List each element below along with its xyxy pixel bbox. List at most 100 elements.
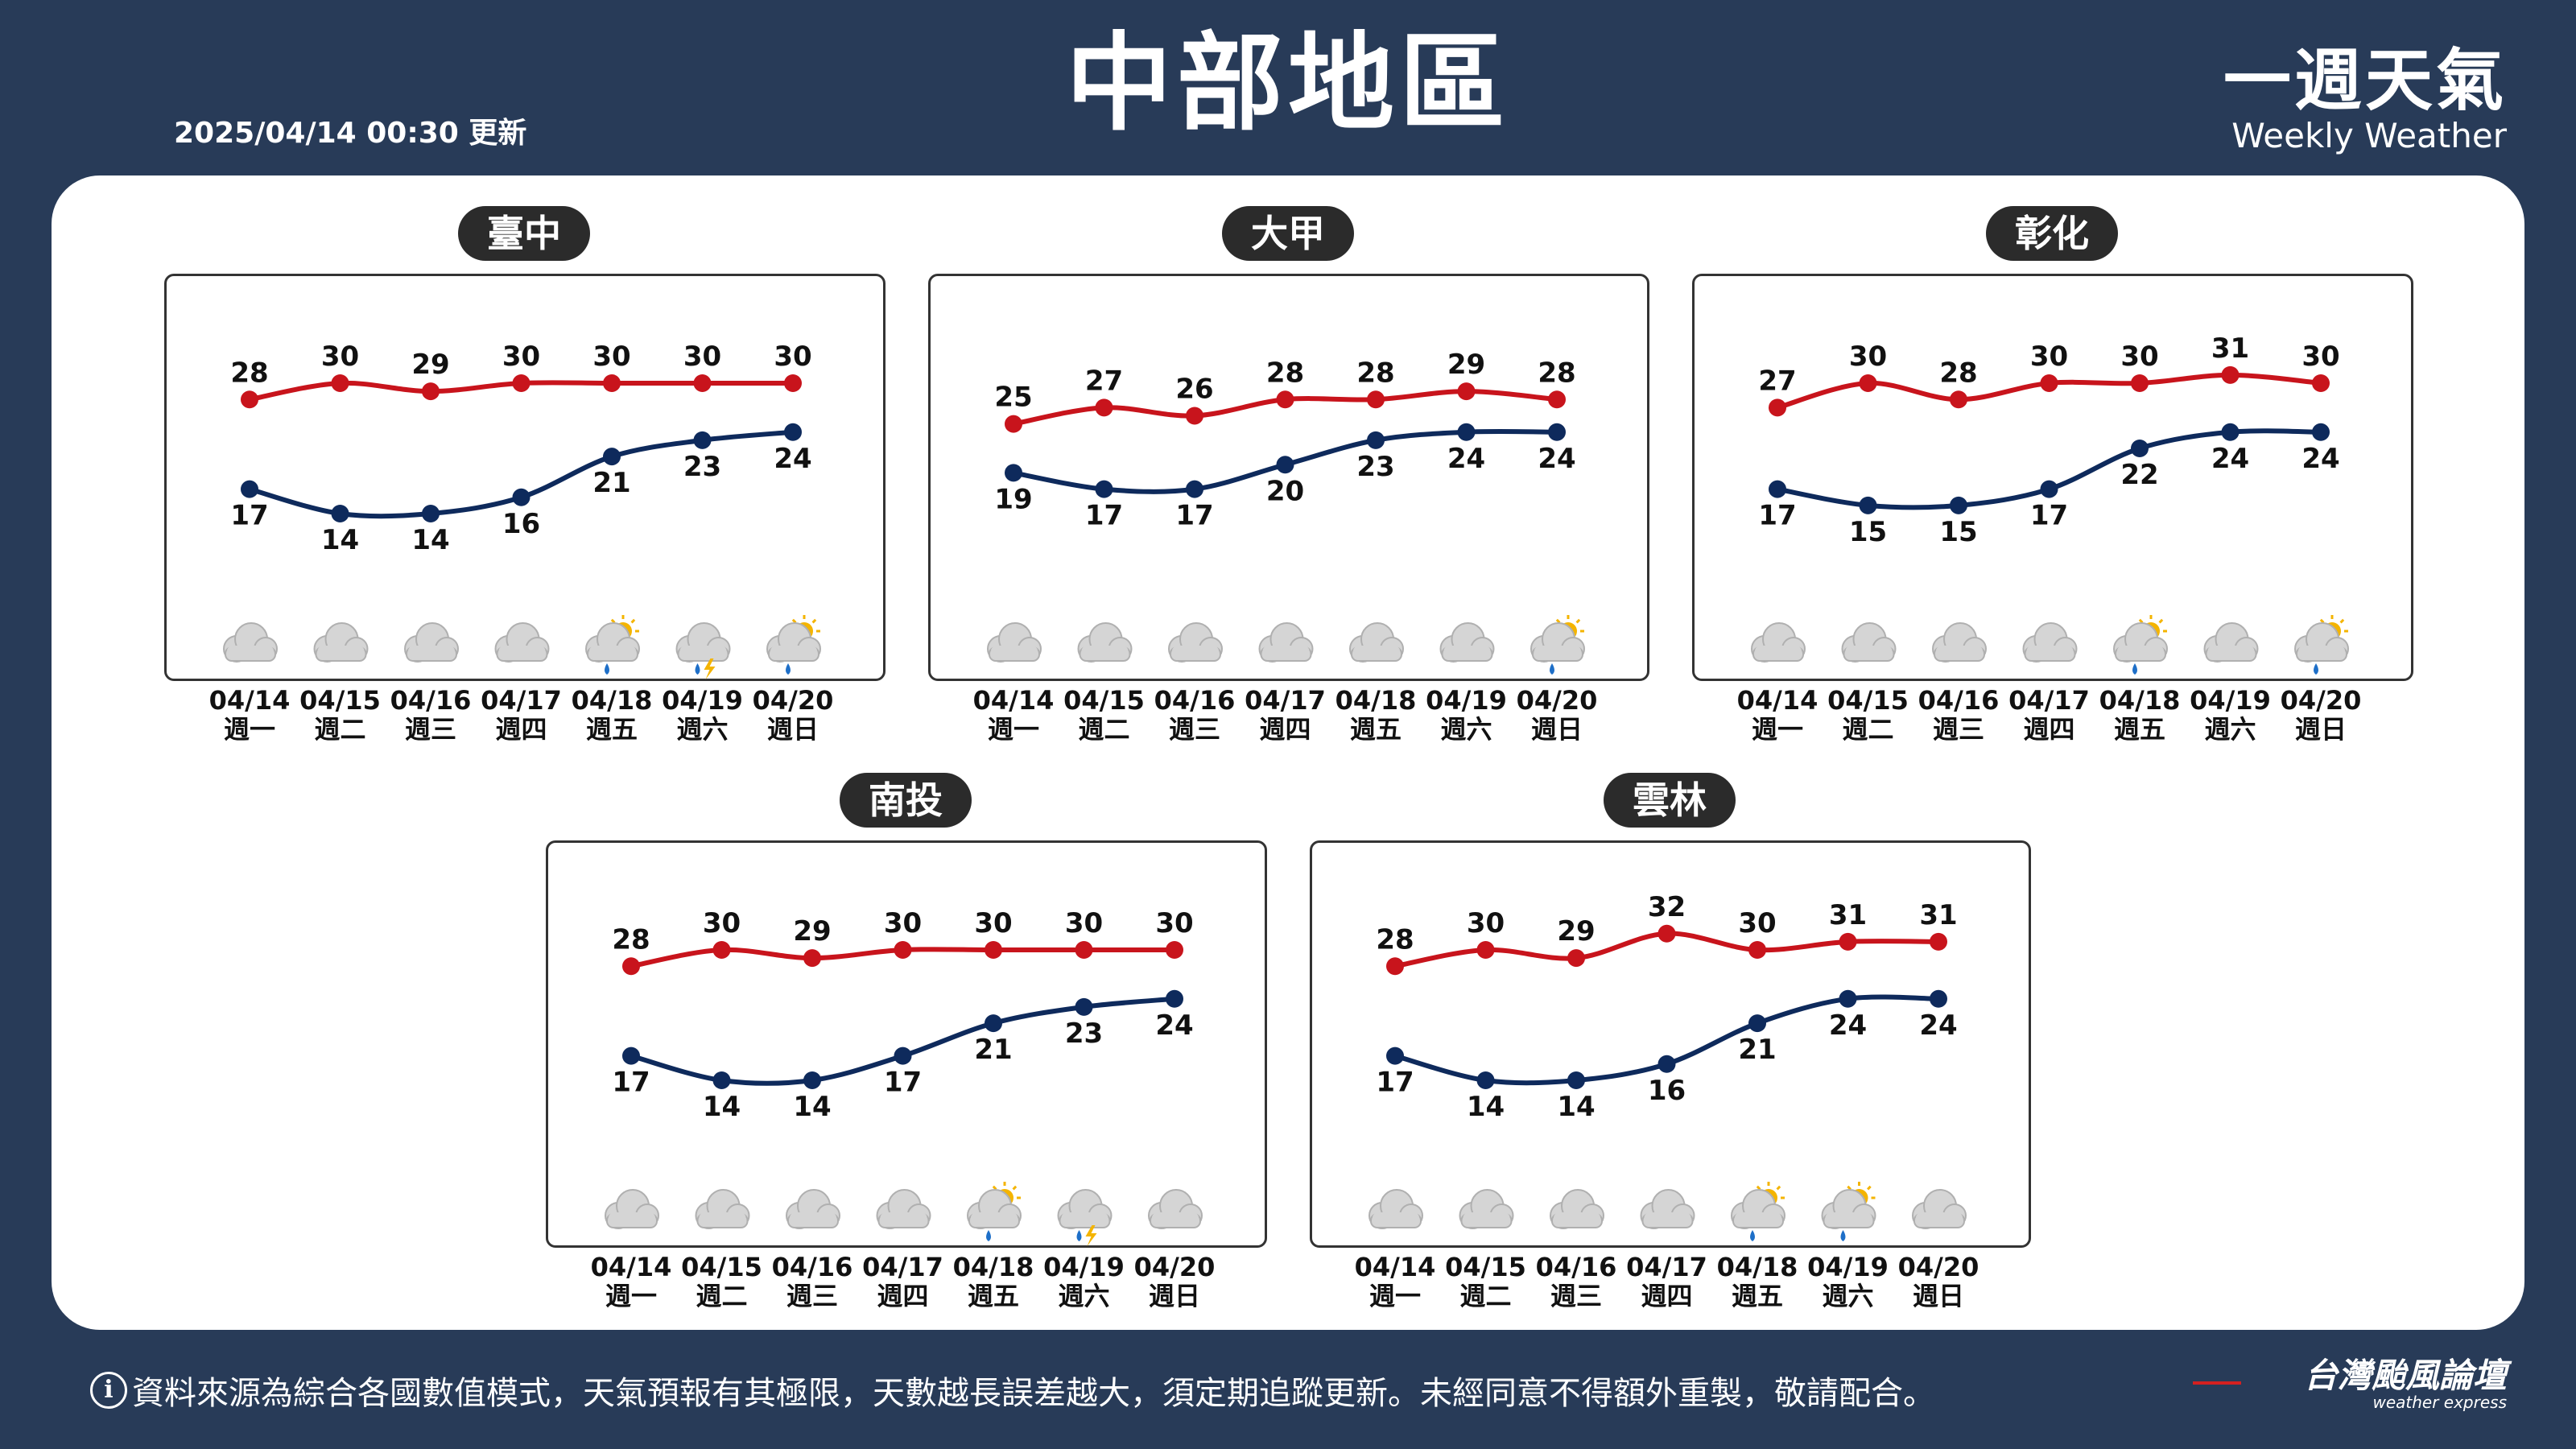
chart-frame — [1692, 274, 2413, 681]
low-temp-label: 14 — [411, 524, 449, 556]
high-temp-label: 26 — [1175, 374, 1213, 406]
cloudy-icon — [2022, 622, 2078, 663]
day-label: 04/18 週五 — [568, 686, 656, 744]
low-temp-point — [1930, 989, 1947, 1008]
high-temp-label: 30 — [1155, 907, 1193, 939]
low-temp-point — [331, 505, 349, 522]
weekday-tick-label: 週日 — [1912, 1281, 1964, 1311]
low-temp-point — [2312, 423, 2330, 441]
high-temp-point — [1386, 957, 1404, 976]
date-tick-label: 04/18 — [2099, 685, 2181, 716]
region-taichung: 臺中 28 30 29 30 30 30 30 17 14 14 16 21 23 24 04/14 週一 04/… — [164, 190, 886, 744]
high-temp-label: 30 — [321, 341, 359, 373]
high-temp-label: 28 — [612, 923, 650, 956]
low-temp-point — [241, 480, 258, 498]
low-temp-label: 23 — [683, 451, 721, 483]
region-title: 臺中 — [458, 206, 590, 261]
high-temp-point — [1950, 390, 1967, 409]
high-temp-label: 31 — [1829, 899, 1867, 931]
day-label: 04/15 週二 — [1824, 686, 1913, 744]
low-temp-label: 24 — [1447, 443, 1485, 475]
day-label: 04/20 週日 — [1894, 1253, 1983, 1311]
forecast-card: 臺中 28 30 29 30 30 30 30 17 14 14 16 21 23 24 04/14 週一 04/… — [52, 175, 2524, 1330]
high-temp-point — [1859, 374, 1877, 392]
high-temp-label: 27 — [1758, 365, 1796, 397]
day-label: 04/20 週日 — [749, 686, 837, 744]
cloudy-icon — [2203, 622, 2259, 663]
date-tick-label: 04/19 — [1426, 685, 1507, 716]
high-temp-label: 30 — [974, 907, 1012, 939]
low-temp-label: 17 — [2030, 500, 2068, 532]
weekday-tick-label: 週二 — [1842, 714, 1894, 745]
high-temp-point — [1930, 932, 1947, 951]
low-temp-label: 17 — [1175, 500, 1213, 532]
date-tick-label: 04/19 — [2190, 685, 2271, 716]
weekday-tick-label: 週五 — [2113, 714, 2165, 745]
weekday-tick-label: 週六 — [1822, 1281, 1874, 1311]
weekday-tick-label: 週日 — [766, 714, 819, 745]
sun-rain-icon — [585, 615, 640, 675]
date-tick-label: 04/20 — [1516, 685, 1598, 716]
date-tick-label: 04/19 — [1807, 1252, 1889, 1282]
high-temp-point — [241, 390, 258, 409]
thunder-rain-icon — [1057, 1189, 1113, 1246]
weekday-tick-label: 週五 — [1731, 1281, 1783, 1311]
date-tick-label: 04/17 — [862, 1252, 943, 1282]
high-temp-label: 28 — [1376, 923, 1414, 956]
low-temp-label: 24 — [1829, 1009, 1867, 1042]
low-temp-label: 20 — [1266, 475, 1304, 507]
weekday-tick-label: 週一 — [987, 714, 1039, 745]
cloudy-icon — [695, 1189, 750, 1229]
weekday-tick-label: 週三 — [1932, 714, 1984, 745]
cloudy-icon — [1439, 622, 1495, 663]
high-temp-point — [1005, 415, 1022, 433]
weekday-tick-label: 週五 — [585, 714, 638, 745]
day-label: 04/15 週二 — [678, 1253, 766, 1311]
low-temp-point — [603, 448, 621, 466]
low-temp-point — [894, 1046, 912, 1065]
low-temp-point — [1386, 1046, 1404, 1065]
date-tick-label: 04/17 — [2008, 685, 2090, 716]
region-title: 大甲 — [1222, 206, 1354, 261]
low-temp-label: 17 — [230, 500, 268, 532]
sun-rain-icon — [2294, 615, 2349, 675]
weekday-tick-label: 週一 — [605, 1281, 657, 1311]
cloudy-icon — [1932, 622, 1987, 663]
low-temp-label: 24 — [2211, 443, 2249, 475]
date-tick-label: 04/14 — [1354, 1252, 1436, 1282]
high-temp-label: 28 — [1538, 357, 1575, 389]
high-temp-point — [712, 941, 731, 959]
weekday-tick-label: 週五 — [967, 1281, 1019, 1311]
high-temp-label: 30 — [703, 907, 741, 939]
low-temp-point — [2221, 423, 2240, 441]
high-temp-point — [2040, 374, 2058, 392]
date-tick-label: 04/15 — [1445, 1252, 1526, 1282]
high-temp-label: 28 — [1939, 357, 1977, 389]
chart-frame — [928, 274, 1649, 681]
low-temp-point — [622, 1046, 640, 1065]
high-temp-label: 30 — [683, 341, 721, 373]
high-temp-label: 30 — [1738, 907, 1776, 939]
high-temp-point — [1567, 949, 1585, 968]
date-tick-label: 04/18 — [952, 1252, 1034, 1282]
low-temp-label: 22 — [2120, 459, 2158, 491]
weekday-tick-label: 週三 — [404, 714, 456, 745]
cloudy-icon — [786, 1189, 840, 1229]
low-temp-point — [1005, 464, 1022, 482]
weekday-tick-label: 週二 — [1459, 1281, 1512, 1311]
cloudy-icon — [1349, 622, 1404, 663]
page-title: 中部地區 — [1066, 22, 1510, 146]
low-temp-label: 19 — [994, 483, 1032, 515]
day-label: 04/15 週二 — [1442, 1253, 1530, 1311]
high-temp-label: 29 — [1557, 915, 1595, 947]
high-temp-label: 27 — [1085, 365, 1123, 397]
high-temp-point — [2312, 374, 2330, 392]
high-temp-point — [422, 382, 440, 401]
date-tick-label: 04/20 — [1133, 1252, 1216, 1282]
low-temp-point — [1548, 423, 1566, 441]
high-temp-point — [1839, 932, 1857, 951]
low-temp-label: 23 — [1065, 1018, 1103, 1050]
date-tick-label: 04/15 — [299, 685, 381, 716]
low-temp-point — [693, 431, 712, 449]
weekday-tick-label: 週日 — [1530, 714, 1583, 745]
